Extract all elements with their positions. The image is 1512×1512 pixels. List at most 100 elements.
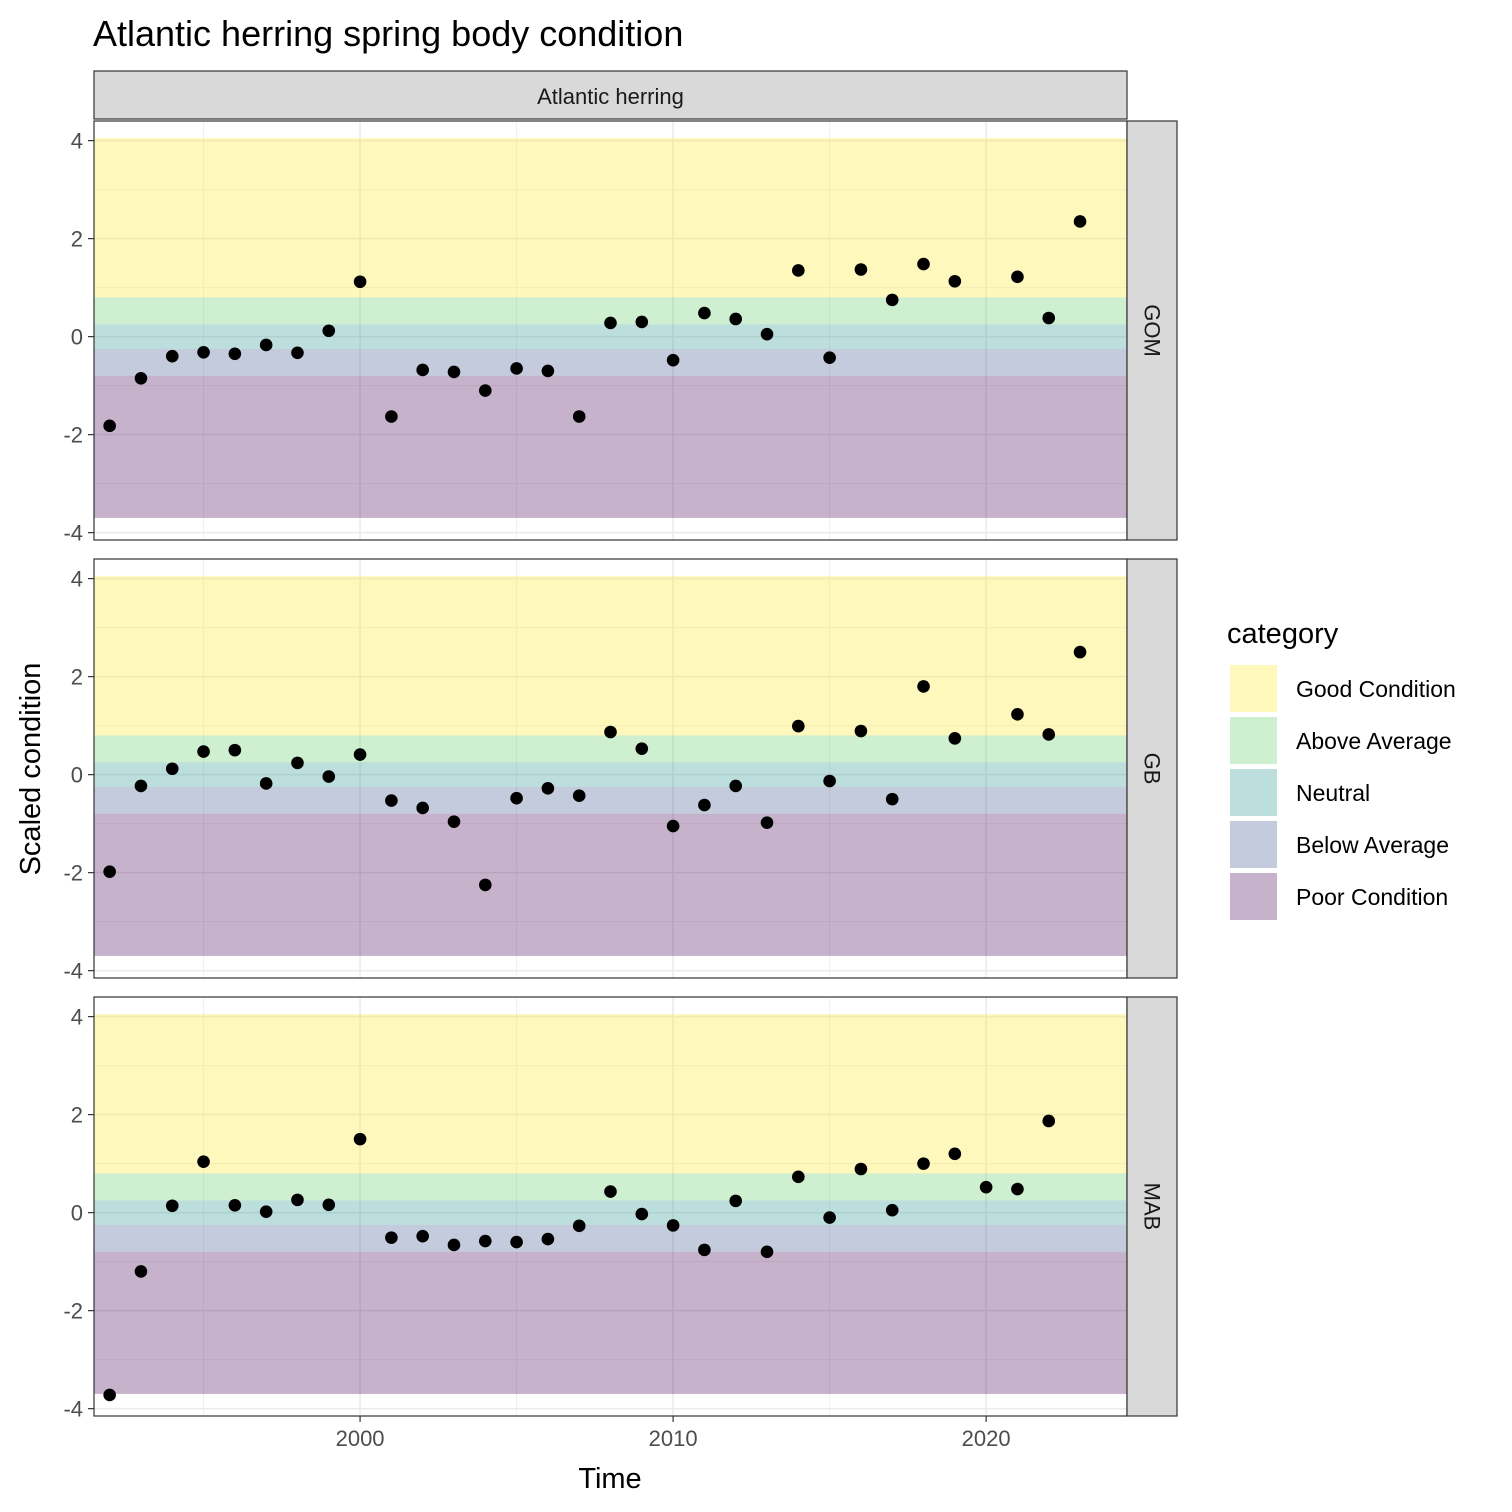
data-point [478, 878, 492, 892]
y-tick-label: 0 [71, 1201, 83, 1226]
data-point [447, 815, 461, 828]
data-point [698, 798, 711, 812]
chart-title: Atlantic herring spring body condition [93, 13, 683, 54]
data-point [604, 316, 617, 330]
data-point [948, 732, 962, 745]
data-point [447, 1238, 461, 1252]
panel-background [94, 559, 1127, 978]
legend-key-background [1230, 769, 1277, 816]
data-point [134, 1265, 148, 1278]
band-poor-condition [94, 375, 1127, 518]
data-point [666, 353, 680, 367]
y-tick-label: 4 [71, 567, 83, 592]
data-point [103, 1388, 116, 1402]
data-point [134, 371, 148, 385]
data-point [103, 419, 116, 433]
data-point [1042, 728, 1056, 741]
data-point [447, 365, 461, 379]
legend-key-good-condition [1230, 665, 1277, 712]
data-point [604, 1185, 617, 1198]
y-tick-label: 0 [71, 763, 83, 788]
data-point [478, 384, 492, 397]
band-below-average [94, 786, 1127, 814]
data-point [572, 1219, 586, 1233]
data-point [635, 742, 649, 755]
band-poor-condition [94, 1251, 1127, 1394]
y-tick-label: -4 [63, 521, 83, 546]
data-point [1011, 270, 1024, 284]
legend-label: Good Condition [1296, 676, 1456, 702]
data-point [322, 324, 336, 338]
data-point [385, 410, 398, 423]
data-point [792, 719, 805, 733]
data-point [385, 794, 398, 807]
band-above-average [94, 735, 1127, 763]
data-point [228, 743, 242, 757]
data-point [917, 680, 930, 693]
y-tick-label: -4 [63, 1397, 83, 1422]
data-point [259, 777, 273, 790]
panels: -4 -2 0 2 4 GOM -4 -2 0 2 4 GB -4 -2 0 2 4 MAB [63, 120, 1178, 1422]
data-point [259, 338, 273, 352]
row-strip [1126, 558, 1178, 979]
data-point [228, 347, 242, 361]
data-point [823, 1211, 836, 1224]
data-point [1042, 311, 1056, 325]
legend-key-above-average [1230, 717, 1277, 764]
data-point [165, 349, 179, 363]
x-axis-title: Time [578, 1463, 641, 1495]
band-good-condition [94, 576, 1127, 736]
band-neutral [94, 1200, 1127, 1225]
legend-label: Poor Condition [1296, 884, 1448, 910]
data-point [322, 770, 336, 783]
x-axis: 2000 2010 2020 [336, 1416, 1011, 1451]
data-point [322, 1198, 336, 1212]
legend-key-neutral [1230, 769, 1277, 816]
x-tick-label: 2020 [962, 1426, 1011, 1451]
data-point [729, 779, 743, 793]
data-point [917, 257, 930, 271]
y-tick-label: 4 [71, 1005, 83, 1030]
data-point [478, 1234, 492, 1248]
legend-title: category [1227, 618, 1339, 650]
data-point [103, 865, 116, 878]
band-below-average [94, 348, 1127, 376]
data-point [604, 725, 617, 739]
data-point [510, 362, 523, 375]
data-point [823, 774, 836, 788]
data-point [1073, 215, 1087, 228]
row-strip [1126, 120, 1178, 541]
y-tick-label: 0 [71, 325, 83, 350]
y-tick-label: 2 [71, 1103, 83, 1128]
column-strip-background [93, 70, 1128, 120]
band-good-condition [94, 138, 1127, 298]
data-point [666, 819, 680, 833]
data-point [1042, 1114, 1056, 1128]
data-point [1011, 1182, 1024, 1196]
data-point [885, 293, 899, 307]
legend-key-poor-condition [1230, 873, 1277, 920]
data-point [353, 748, 367, 761]
x-tick-label: 2000 [336, 1426, 385, 1451]
legend-key-background [1230, 665, 1277, 712]
data-point [854, 724, 868, 738]
data-point [760, 327, 774, 341]
data-point [541, 364, 555, 378]
data-point [259, 1205, 273, 1218]
panel-background [94, 121, 1127, 540]
band-neutral [94, 762, 1127, 787]
data-point [291, 346, 304, 360]
data-point [353, 275, 367, 289]
band-below-average [94, 1224, 1127, 1252]
data-point [979, 1180, 993, 1194]
column-strip: Atlantic herring [93, 70, 1128, 120]
panel-gom: -4 -2 0 2 4 GOM [63, 120, 1178, 546]
data-point [197, 346, 210, 359]
data-point [510, 1235, 523, 1249]
data-point [792, 1170, 805, 1184]
data-point [1073, 645, 1087, 659]
data-point [666, 1219, 680, 1232]
panel-mab: -4 -2 0 2 4 MAB [63, 996, 1178, 1422]
data-point [353, 1132, 367, 1146]
y-axis-title: Scaled condition [15, 663, 47, 876]
